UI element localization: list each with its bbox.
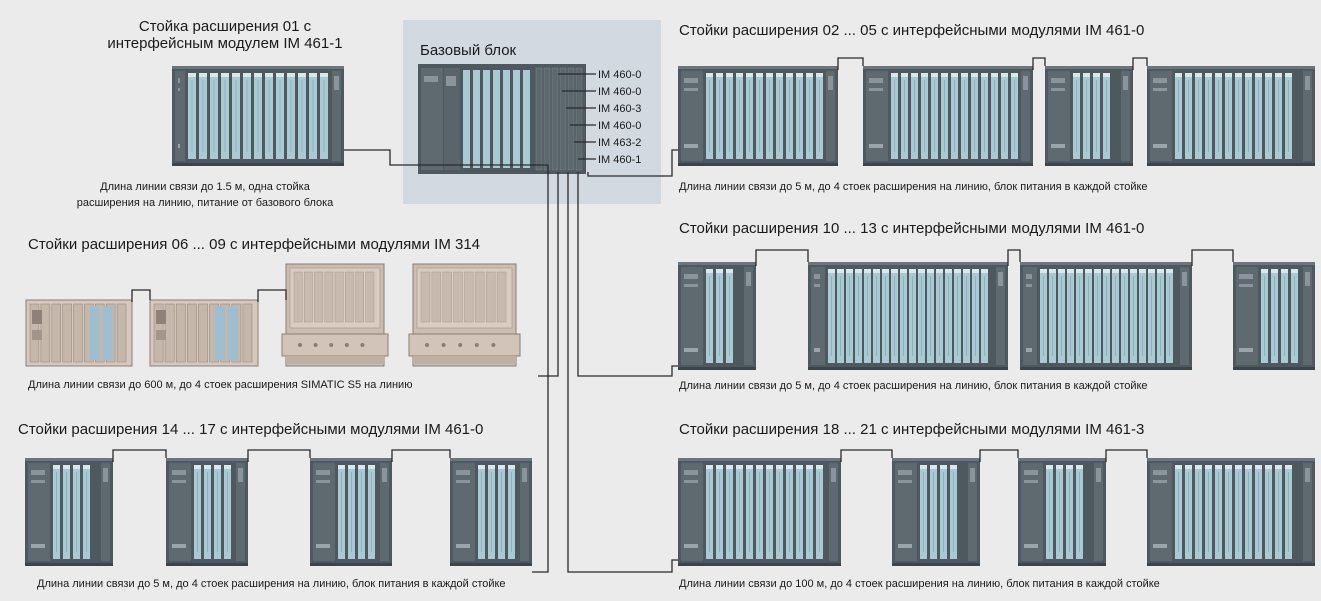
group-14-note: Длина линии связи до 5 м, до 4 стоек рас… (37, 578, 506, 590)
rack-17 (450, 458, 532, 566)
group-02-note: Длина линии связи до 5 м, до 4 стоек рас… (679, 181, 1148, 193)
base-unit-title: Базовый блок (420, 42, 517, 59)
im-label-4: IM 460-0 (598, 120, 642, 132)
im-label-2: IM 460-0 (598, 86, 642, 98)
im-label-6: IM 460-1 (598, 154, 642, 166)
rack-12 (1020, 262, 1192, 370)
group-14-title: Стойки расширения 14 ... 17 с интерфейсн… (18, 421, 484, 438)
connection-line (837, 57, 864, 70)
base-unit-im-list: IM 460-0 IM 460-0 IM 460-3 IM 460-0 IM 4… (598, 67, 641, 169)
connection-line (840, 449, 893, 462)
rack-13 (1233, 262, 1315, 370)
rack-11 (808, 262, 1008, 370)
base-unit-rack (418, 64, 586, 174)
rack-18 (678, 458, 841, 566)
group-18-note: Длина линии связи до 100 м, до 4 стоек р… (679, 578, 1160, 590)
connection-line (538, 172, 559, 377)
rack-21 (1147, 458, 1315, 566)
group-06-note: Длина линии связи до 600 м, до 4 стоек р… (28, 379, 413, 391)
group-01-note-line2: расширения на линию, питание от базового… (76, 197, 334, 209)
rack-20 (1018, 458, 1106, 566)
group-02-title: Стойки расширения 02 ... 05 с интерфейсн… (679, 22, 1145, 39)
group-06-title: Стойки расширения 06 ... 09 с интерфейсн… (28, 236, 481, 253)
rack-01 (172, 66, 344, 166)
im-label-3: IM 460-3 (598, 103, 642, 115)
rack-04 (1045, 66, 1133, 166)
im-label-5: IM 463-2 (598, 137, 642, 149)
rack-19 (892, 458, 980, 566)
connection-line (577, 172, 678, 377)
group-01-title: Стойка расширения 01 с интерфейсным моду… (60, 18, 390, 52)
connection-line (257, 289, 287, 302)
connection-line (1032, 57, 1046, 70)
s5-rack-06 (25, 299, 133, 367)
connection-line (1105, 449, 1148, 462)
group-01-title-line1: Стойка расширения 01 с (138, 18, 312, 35)
rack-16 (310, 458, 392, 566)
group-10-title: Стойки расширения 10 ... 13 с интерфейсн… (679, 220, 1145, 237)
rack-02 (678, 66, 838, 166)
s5-rack-07 (149, 299, 259, 367)
im-label-1: IM 460-0 (598, 69, 642, 81)
rack-10 (678, 262, 756, 370)
group-01-note-line1: Длина линии связи до 1.5 м, одна стойка (100, 181, 310, 193)
group-01-title-line2: интерфейсным модулем IM 461-1 (107, 35, 343, 52)
rack-05 (1147, 66, 1315, 166)
connection-line (1007, 249, 1021, 266)
connection-line (391, 449, 451, 462)
s5-rack-09 (408, 263, 521, 367)
connection-line (567, 172, 678, 573)
connection-line (755, 249, 809, 266)
group-01-note: Длина линии связи до 1.5 м, одна стойка … (40, 179, 370, 211)
connection-line (532, 172, 549, 573)
s5-rack-08 (281, 263, 389, 367)
connection-line (131, 289, 151, 302)
connection-line (247, 449, 311, 462)
connection-line (1191, 249, 1234, 266)
group-10-note: Длина линии связи до 5 м, до 4 стоек рас… (679, 380, 1148, 392)
rack-14 (25, 458, 113, 566)
connection-line (979, 449, 1019, 462)
connection-line (112, 449, 167, 462)
connection-line (1132, 57, 1148, 70)
connection-line (344, 149, 549, 172)
connection-lines (112, 57, 1234, 573)
group-18-title: Стойки расширения 18 ... 21 с интерфейсн… (679, 421, 1145, 438)
rack-03 (863, 66, 1033, 166)
connection-line (587, 149, 678, 177)
rack-15 (166, 458, 248, 566)
